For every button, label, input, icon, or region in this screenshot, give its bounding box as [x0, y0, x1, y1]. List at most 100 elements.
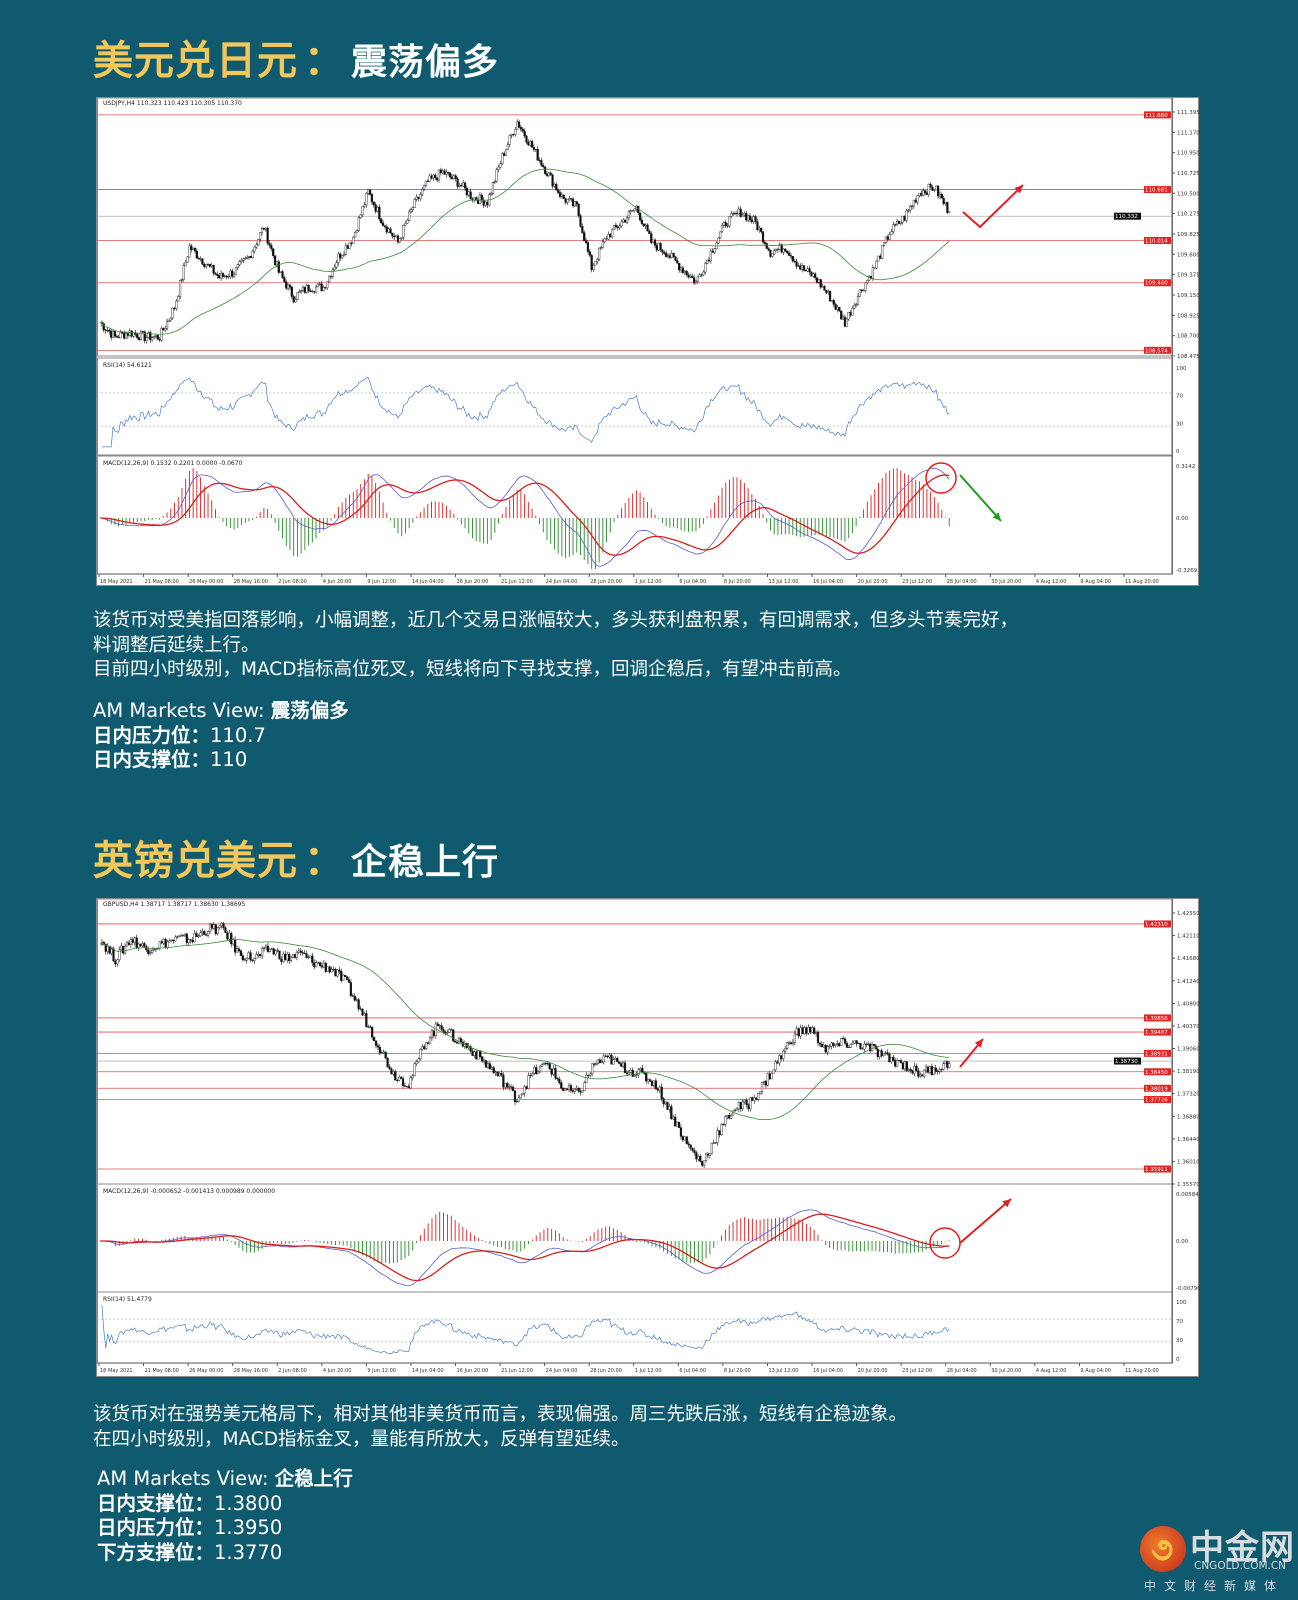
- candle: [239, 950, 242, 956]
- price-level-label: 110.014: [1145, 238, 1168, 244]
- y-tick-label: 1.36880: [1177, 1114, 1200, 1120]
- candle: [367, 189, 370, 194]
- candle: [234, 939, 237, 953]
- candle: [187, 939, 190, 944]
- candle: [786, 250, 789, 254]
- candle: [840, 1038, 843, 1046]
- candle: [776, 1061, 779, 1064]
- x-tick-label: 6 Jul 04:00: [679, 1368, 706, 1374]
- indicator-axis-label: -0.007968: [1176, 1286, 1200, 1292]
- candle: [513, 1090, 517, 1103]
- candle: [183, 933, 187, 936]
- candle: [123, 332, 126, 339]
- candle: [293, 954, 297, 958]
- candle: [154, 335, 157, 337]
- candle: [888, 1053, 891, 1063]
- candle: [218, 925, 221, 928]
- candle: [799, 265, 802, 270]
- candle: [193, 933, 196, 943]
- candle: [879, 255, 882, 259]
- candle: [720, 1123, 723, 1136]
- candle: [463, 182, 467, 189]
- annotation-arrow: [959, 1198, 1012, 1244]
- candle: [296, 292, 299, 300]
- candle: [347, 979, 351, 983]
- x-tick-label: 14 Jun 04:00: [412, 579, 444, 585]
- candle: [763, 241, 766, 244]
- candle: [565, 1088, 569, 1091]
- candle: [259, 954, 262, 957]
- candle: [334, 969, 337, 977]
- candle: [435, 177, 439, 181]
- candle: [499, 163, 502, 168]
- candle: [337, 253, 340, 263]
- candle: [888, 234, 891, 240]
- candle: [730, 1114, 733, 1119]
- candle: [283, 277, 286, 283]
- candle: [674, 256, 677, 261]
- candle: [354, 231, 357, 238]
- x-tick-label: 16 Jul 04:00: [813, 1368, 843, 1374]
- candle: [696, 276, 699, 282]
- candle: [782, 248, 785, 253]
- candle: [593, 1063, 596, 1065]
- candle: [154, 948, 158, 950]
- candle: [821, 285, 824, 288]
- candle: [931, 187, 934, 191]
- candle: [805, 1027, 808, 1034]
- x-tick-label: 9 Jun 12:00: [367, 1368, 396, 1374]
- candle: [766, 1073, 769, 1086]
- candle: [380, 218, 383, 224]
- candle: [158, 338, 161, 341]
- candle: [465, 187, 468, 196]
- candle: [774, 249, 778, 252]
- candle: [486, 1063, 490, 1068]
- candle: [589, 1073, 592, 1076]
- candle: [272, 948, 275, 955]
- candle: [476, 200, 480, 204]
- view-label: 震荡偏多: [351, 42, 500, 83]
- candle: [834, 1044, 837, 1046]
- candle: [390, 1068, 393, 1075]
- candle: [756, 221, 759, 230]
- candle: [832, 300, 835, 305]
- candle: [849, 312, 852, 316]
- candle: [795, 261, 798, 267]
- price-level-label: 1.35911: [1145, 1167, 1168, 1173]
- indicator-axis-label: 0.00: [1176, 516, 1189, 522]
- candle: [760, 1082, 764, 1092]
- y-tick-label: 1.42550: [1177, 911, 1200, 917]
- candle: [772, 1069, 775, 1074]
- candle: [276, 950, 279, 952]
- candle: [448, 1029, 451, 1033]
- candle: [583, 1082, 586, 1091]
- candle: [836, 1043, 839, 1045]
- x-tick-label: 28 Jun 20:00: [590, 1368, 622, 1374]
- candle: [378, 207, 381, 220]
- candle: [855, 1040, 858, 1044]
- indicator-axis-label: 0: [1176, 449, 1180, 455]
- candle: [639, 1068, 642, 1071]
- candle: [797, 265, 800, 267]
- candle: [886, 236, 889, 240]
- candle: [450, 1029, 453, 1031]
- candle: [622, 219, 625, 223]
- candle: [226, 932, 229, 940]
- candle: [240, 259, 243, 262]
- price-level-label: 108.574: [1145, 348, 1168, 354]
- candle: [706, 259, 709, 264]
- candle: [701, 1161, 704, 1166]
- candle: [249, 952, 252, 961]
- candle: [553, 184, 556, 187]
- candle: [878, 1050, 881, 1057]
- candle: [718, 1130, 721, 1136]
- candle: [562, 194, 565, 199]
- candle: [188, 245, 191, 258]
- candle: [750, 219, 753, 222]
- candle: [419, 194, 422, 199]
- candle: [797, 1028, 800, 1037]
- candle: [722, 1123, 725, 1125]
- candle: [322, 962, 325, 968]
- section-title-usdjpy: 美元兑日元：震荡偏多: [93, 28, 499, 86]
- candle: [546, 1063, 549, 1065]
